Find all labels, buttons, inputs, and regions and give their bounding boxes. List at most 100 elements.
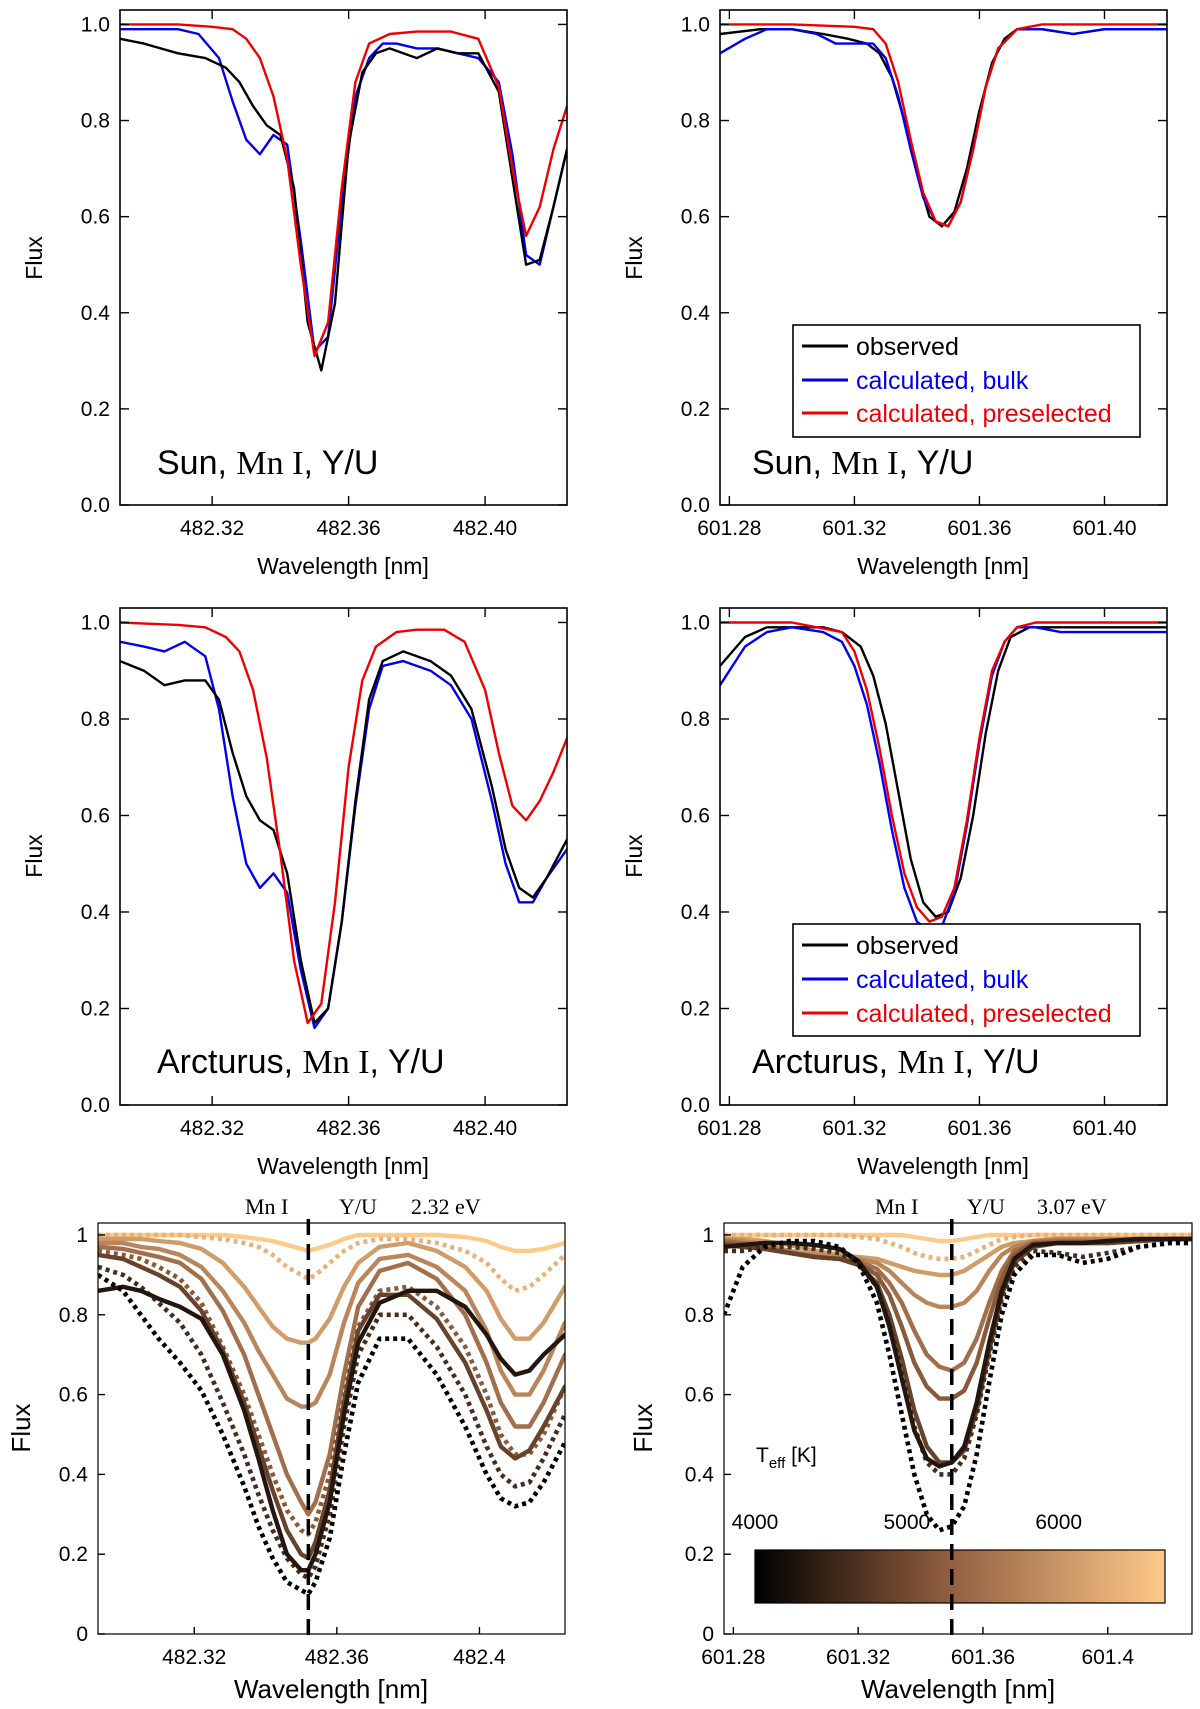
ytick-label: 0.4 <box>59 1463 89 1486</box>
teff-series-4900 <box>98 1252 565 1561</box>
ytick-label: 0.4 <box>685 1463 715 1486</box>
ytick-label: 0.0 <box>681 1094 710 1117</box>
panel-teff-482-ylabel: Flux <box>6 1403 36 1452</box>
panel-sun-601-ylabel: Flux <box>621 236 647 280</box>
panel-teff-601-yaxis: 0 0.2 0.4 0.6 0.8 1 <box>685 1224 731 1646</box>
panel-sun-601-xlabel: Wavelength [nm] <box>857 553 1029 579</box>
ytick-label: 0.2 <box>681 997 710 1020</box>
panel-teff-601-curves <box>724 1232 1192 1533</box>
ytick-label: 0.8 <box>59 1304 88 1327</box>
series-bulk <box>120 28 567 353</box>
series-preselected <box>720 23 1167 228</box>
panel-arcturus-601-xaxis: 601.28 601.32 601.36 601.40 <box>697 608 1137 1140</box>
xtick-label: 601.36 <box>951 1646 1015 1669</box>
panel-teff-482-yaxis: 0 0.2 0.4 0.6 0.8 1 <box>59 1224 105 1646</box>
teff-series-4600 <box>98 1264 565 1581</box>
series-bulk <box>120 640 567 1030</box>
legend-label-preselected: calculated, preselected <box>856 1000 1112 1028</box>
series-bulk <box>720 626 1167 933</box>
legend-label-preselected: calculated, preselected <box>856 400 1112 428</box>
colorbar: Teff [K] 4000 5000 6000 <box>732 1444 1166 1604</box>
ytick-label: 0.4 <box>681 901 711 924</box>
colorbar-gradient <box>754 1549 1166 1604</box>
star-name: Sun, <box>157 444 236 482</box>
panel-sun-482-yaxis: 0.0 0.2 0.4 0.6 0.8 1.0 <box>81 13 567 517</box>
teff-series-4000 <box>724 1238 1192 1533</box>
ytick-label: 1 <box>76 1224 88 1247</box>
panel-arcturus-482-ylabel: Flux <box>21 834 47 878</box>
top-label-yu: Y/U <box>339 1194 377 1219</box>
xtick-label: 482.36 <box>305 1646 369 1669</box>
label-suffix: , Y/U <box>965 1043 1040 1081</box>
panel-arcturus-482-xlabel: Wavelength [nm] <box>257 1153 429 1179</box>
ytick-label: 0 <box>76 1623 88 1646</box>
legend-box <box>792 324 1141 438</box>
panel-sun-601-xaxis: 601.28 601.32 601.36 601.40 <box>697 10 1137 540</box>
species-name: Mn I <box>302 1044 369 1081</box>
panel-arcturus-601-curves <box>720 621 1167 933</box>
panel-sun-482: 0.0 0.2 0.4 0.6 0.8 1.0 482.32 482.36 482.40 Wa… <box>21 9 568 579</box>
ytick-label: 1.0 <box>81 13 110 36</box>
panel-teff-601-xlabel: Wavelength [nm] <box>861 1674 1055 1704</box>
teff-series-5200 <box>724 1236 1192 1401</box>
ytick-label: 0 <box>702 1623 714 1646</box>
colorbar-label: Teff [K] <box>756 1444 817 1472</box>
panel-arcturus-482: 0.0 0.2 0.4 0.6 0.8 1.0 482.32 482.36 482.40 Wa… <box>21 607 568 1179</box>
ytick-label: 0.8 <box>681 708 710 731</box>
teff-series-5200 <box>98 1248 565 1537</box>
panel-sun-482-xaxis: 482.32 482.36 482.40 <box>180 10 517 540</box>
panel-teff-482-xaxis: 482.32 482.36 482.4 <box>162 1627 506 1669</box>
ytick-label: 0.6 <box>681 206 710 229</box>
colorbar-tick-label: 4000 <box>732 1511 779 1534</box>
panel-teff-482: 0 0.2 0.4 0.6 0.8 1 482.32 482.36 482.4 Wavelen… <box>6 1194 566 1704</box>
top-label-yu: Y/U <box>967 1194 1005 1219</box>
species-name: Mn I <box>831 445 898 482</box>
ytick-label: 0.6 <box>81 206 110 229</box>
xtick-label: 601.40 <box>1072 1117 1136 1140</box>
xtick-label: 601.36 <box>947 1117 1011 1140</box>
panel-sun-601-yaxis: 0.0 0.2 0.4 0.6 0.8 1.0 <box>681 13 1167 517</box>
panel-arcturus-601-ylabel: Flux <box>621 834 647 878</box>
ytick-label: 0.2 <box>81 398 110 421</box>
xtick-label: 482.32 <box>162 1646 226 1669</box>
panel-sun-601: 0.00.20.40.60.81.0 601.28 601.32 601.36 601… <box>621 9 1168 579</box>
star-name: Arcturus, <box>157 1043 302 1081</box>
xtick-label: 482.32 <box>180 1117 244 1140</box>
top-label-species: Mn I <box>245 1194 288 1219</box>
panel-arcturus-482-label: Arcturus, Mn I, Y/U <box>157 1043 445 1081</box>
teff-series-4300 <box>724 1236 1192 1469</box>
star-name: Sun, <box>752 444 831 482</box>
panel-arcturus-601-yaxis: 0.0 0.2 0.4 0.6 0.8 1.0 <box>681 611 1167 1117</box>
ytick-label: 0.4 <box>681 302 711 325</box>
ytick-label: 0.4 <box>81 901 111 924</box>
xtick-label: 482.40 <box>453 1117 517 1140</box>
series-observed <box>720 626 1167 918</box>
xtick-label: 601.28 <box>697 1117 761 1140</box>
colorbar-label-sub: eff <box>769 1455 786 1472</box>
teff-series-6100 <box>98 1236 565 1345</box>
ytick-label: 1.0 <box>681 13 710 36</box>
teff-series-6400 <box>724 1232 1192 1262</box>
xtick-label: 601.4 <box>1081 1646 1134 1669</box>
ytick-label: 0.8 <box>81 110 110 133</box>
legend-label-bulk: calculated, bulk <box>856 367 1029 395</box>
series-preselected <box>720 621 1167 923</box>
ytick-label: 0.2 <box>81 997 110 1020</box>
series-preselected <box>120 23 567 358</box>
panel-sun-482-xlabel: Wavelength [nm] <box>257 553 429 579</box>
series-observed <box>720 28 1167 228</box>
colorbar-ticks: 4000 5000 6000 <box>732 1511 1082 1534</box>
xtick-label: 601.40 <box>1072 517 1136 540</box>
panel-teff-601-frame <box>723 1222 1193 1635</box>
teff-series-4600 <box>724 1240 1192 1477</box>
legend-label-observed: observed <box>856 932 959 960</box>
panel-teff-601-ylabel: Flux <box>628 1403 658 1452</box>
series-observed <box>120 650 567 1025</box>
panel-teff-601: 0 0.2 0.4 0.6 0.8 1 601.28 601.32 601.36 601.4 W… <box>628 1194 1193 1704</box>
colorbar-label-unit: [K] <box>785 1444 817 1467</box>
xtick-label: 482.32 <box>180 517 244 540</box>
ytick-label: 1.0 <box>681 611 710 634</box>
panel-sun-601-label: Sun, Mn I, Y/U <box>752 444 973 482</box>
xtick-label: 601.36 <box>947 517 1011 540</box>
